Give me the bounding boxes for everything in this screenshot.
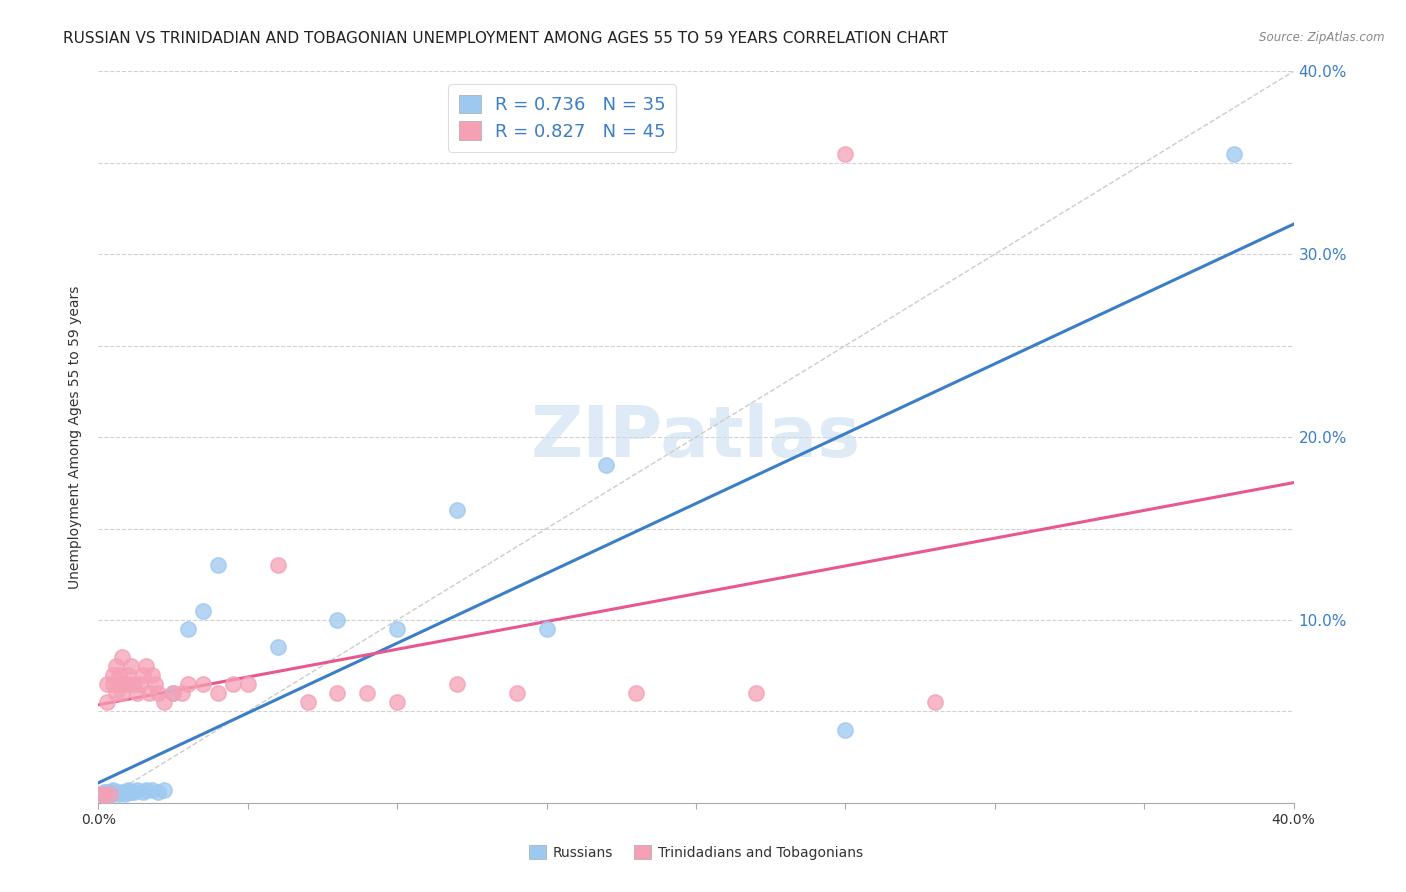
Point <box>162 686 184 700</box>
Y-axis label: Unemployment Among Ages 55 to 59 years: Unemployment Among Ages 55 to 59 years <box>69 285 83 589</box>
Point <box>191 677 214 691</box>
Point <box>191 604 214 618</box>
Point <box>93 789 115 803</box>
Point <box>595 458 617 472</box>
Point <box>172 686 194 700</box>
Point <box>446 677 468 691</box>
Point <box>148 686 170 700</box>
Point <box>834 723 856 737</box>
Point <box>111 686 134 700</box>
Point <box>127 783 149 797</box>
Legend: Russians, Trinidadians and Tobagonians: Russians, Trinidadians and Tobagonians <box>523 839 869 865</box>
Point <box>506 686 529 700</box>
Text: Source: ZipAtlas.com: Source: ZipAtlas.com <box>1260 31 1385 45</box>
Point <box>90 787 112 801</box>
Point <box>114 787 136 801</box>
Point <box>117 785 139 799</box>
Point <box>536 622 558 636</box>
Point <box>297 695 319 709</box>
Point <box>103 787 125 801</box>
Point <box>132 785 155 799</box>
Point <box>127 686 149 700</box>
Text: ZIPatlas: ZIPatlas <box>531 402 860 472</box>
Point <box>356 686 378 700</box>
Point <box>222 677 245 691</box>
Point <box>177 622 200 636</box>
Point <box>96 695 118 709</box>
Point <box>111 785 134 799</box>
Point <box>207 686 229 700</box>
Point <box>120 658 142 673</box>
Point <box>90 787 112 801</box>
Point <box>124 677 146 691</box>
Point <box>135 658 157 673</box>
Point <box>96 785 118 799</box>
Point <box>626 686 648 700</box>
Point <box>326 613 349 627</box>
Point <box>98 789 122 803</box>
Point <box>117 667 139 681</box>
Point <box>143 677 166 691</box>
Point <box>96 677 118 691</box>
Point <box>105 658 128 673</box>
Text: RUSSIAN VS TRINIDADIAN AND TOBAGONIAN UNEMPLOYMENT AMONG AGES 55 TO 59 YEARS COR: RUSSIAN VS TRINIDADIAN AND TOBAGONIAN UN… <box>63 31 948 46</box>
Point <box>96 787 118 801</box>
Point <box>446 503 468 517</box>
Point <box>834 146 856 161</box>
Point <box>385 695 409 709</box>
Point <box>103 783 125 797</box>
Point <box>385 622 409 636</box>
Point <box>135 783 157 797</box>
Point <box>105 686 128 700</box>
Point <box>148 785 170 799</box>
Point <box>207 558 229 573</box>
Point <box>124 785 146 799</box>
Point <box>103 667 125 681</box>
Point <box>326 686 349 700</box>
Point <box>93 785 115 799</box>
Point <box>924 695 946 709</box>
Point <box>141 783 163 797</box>
Point <box>129 677 152 691</box>
Point <box>132 667 155 681</box>
Point <box>162 686 184 700</box>
Point <box>98 787 122 801</box>
Point <box>114 677 136 691</box>
Point <box>267 558 290 573</box>
Point <box>177 677 200 691</box>
Point <box>141 667 163 681</box>
Point <box>745 686 768 700</box>
Point <box>236 677 259 691</box>
Point <box>120 785 142 799</box>
Point <box>108 787 131 801</box>
Point <box>111 649 134 664</box>
Point <box>117 677 139 691</box>
Point <box>138 686 160 700</box>
Point <box>98 785 122 799</box>
Point <box>103 677 125 691</box>
Point <box>93 789 115 803</box>
Point <box>117 783 139 797</box>
Point <box>267 640 290 655</box>
Point <box>153 783 176 797</box>
Point <box>108 677 131 691</box>
Point <box>108 667 131 681</box>
Point <box>105 785 128 799</box>
Point <box>1223 146 1246 161</box>
Point <box>153 695 176 709</box>
